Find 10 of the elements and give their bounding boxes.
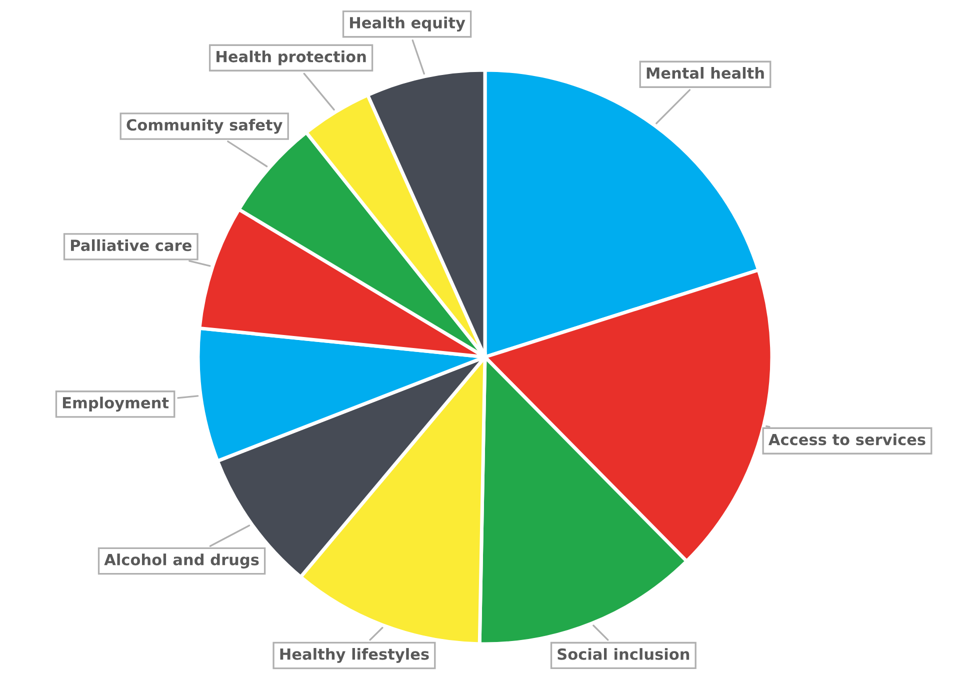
- slice-label: Palliative care: [71, 239, 192, 252]
- slice-label: Alcohol and drugs: [104, 554, 259, 568]
- slice-label: Health protection: [216, 50, 366, 66]
- slice-label: Mental health: [646, 66, 764, 79]
- slice-label: Access to services: [768, 433, 926, 446]
- slice-label: Health equity: [350, 16, 466, 32]
- slice-label: Employment: [62, 396, 169, 412]
- slice-label: Community safety: [126, 118, 282, 134]
- slice-label: Social inclusion: [558, 648, 690, 660]
- slice-label: Healthy lifestyles: [280, 648, 429, 663]
